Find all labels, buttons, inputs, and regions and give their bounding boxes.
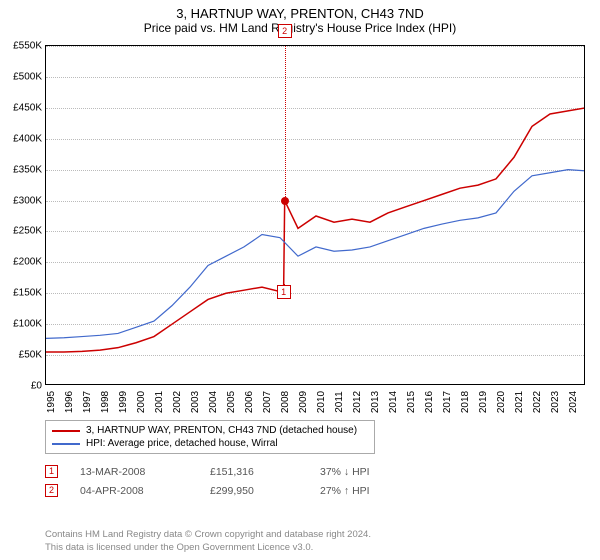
- x-axis-label: 2018: [460, 391, 471, 413]
- legend-swatch: [52, 430, 80, 432]
- x-axis-label: 2024: [568, 391, 579, 413]
- sale-price: £151,316: [210, 466, 320, 478]
- y-axis-label: £450K: [6, 102, 46, 113]
- sale-row: 1 13-MAR-2008£151,31637% ↓ HPI: [45, 462, 585, 481]
- legend-label: HPI: Average price, detached house, Wirr…: [86, 438, 278, 449]
- gridline: [46, 355, 584, 356]
- y-axis-label: £300K: [6, 195, 46, 206]
- y-axis-label: £150K: [6, 288, 46, 299]
- series-line: [46, 108, 584, 352]
- x-axis-label: 2017: [442, 391, 453, 413]
- sale-price: £299,950: [210, 485, 320, 497]
- y-axis-label: £250K: [6, 226, 46, 237]
- sale-marker-icon: 2: [45, 484, 58, 497]
- attribution: Contains HM Land Registry data © Crown c…: [45, 529, 371, 554]
- gridline: [46, 108, 584, 109]
- x-axis-label: 2015: [406, 391, 417, 413]
- y-axis-label: £200K: [6, 257, 46, 268]
- sale-date: 13-MAR-2008: [80, 466, 210, 478]
- y-axis-label: £550K: [6, 41, 46, 52]
- gridline: [46, 46, 584, 47]
- x-axis-label: 1995: [46, 391, 57, 413]
- x-axis-label: 2011: [334, 391, 345, 413]
- y-axis-label: £400K: [6, 133, 46, 144]
- x-axis-label: 2010: [316, 391, 327, 413]
- legend-item: 3, HARTNUP WAY, PRENTON, CH43 7ND (detac…: [52, 424, 368, 437]
- y-axis-label: £50K: [6, 350, 46, 361]
- gridline: [46, 324, 584, 325]
- chart-container: 3, HARTNUP WAY, PRENTON, CH43 7ND Price …: [0, 0, 600, 560]
- x-axis-label: 2001: [154, 391, 165, 413]
- marker-box: 1: [277, 285, 291, 299]
- x-axis-label: 2009: [298, 391, 309, 413]
- marker-vline: [285, 46, 286, 201]
- x-axis-label: 2019: [478, 391, 489, 413]
- x-axis-label: 1998: [100, 391, 111, 413]
- legend-swatch: [52, 443, 80, 445]
- x-axis-label: 2021: [514, 391, 525, 413]
- sale-diff: 27% ↑ HPI: [320, 485, 420, 497]
- gridline: [46, 231, 584, 232]
- x-axis-label: 2002: [172, 391, 183, 413]
- x-axis-label: 2020: [496, 391, 507, 413]
- gridline: [46, 77, 584, 78]
- x-axis-label: 2014: [388, 391, 399, 413]
- y-axis-label: £0: [6, 381, 46, 392]
- legend-item: HPI: Average price, detached house, Wirr…: [52, 437, 368, 450]
- legend-section: 3, HARTNUP WAY, PRENTON, CH43 7ND (detac…: [45, 420, 585, 500]
- chart-subtitle: Price paid vs. HM Land Registry's House …: [0, 21, 600, 39]
- legend-box: 3, HARTNUP WAY, PRENTON, CH43 7ND (detac…: [45, 420, 375, 454]
- x-axis-label: 1996: [64, 391, 75, 413]
- chart-title: 3, HARTNUP WAY, PRENTON, CH43 7ND: [0, 0, 600, 21]
- x-axis-label: 2006: [244, 391, 255, 413]
- sale-row: 2 04-APR-2008£299,95027% ↑ HPI: [45, 481, 585, 500]
- marker-dot: [281, 197, 289, 205]
- sales-table: 1 13-MAR-2008£151,31637% ↓ HPI 2 04-APR-200…: [45, 462, 585, 500]
- x-axis-label: 2013: [370, 391, 381, 413]
- x-axis-label: 2005: [226, 391, 237, 413]
- sale-marker-icon: 1: [45, 465, 58, 478]
- x-axis-label: 2007: [262, 391, 273, 413]
- x-axis-label: 2003: [190, 391, 201, 413]
- x-axis-label: 1999: [118, 391, 129, 413]
- plot-area: £0£50K£100K£150K£200K£250K£300K£350K£400…: [45, 45, 585, 385]
- x-axis-label: 1997: [82, 391, 93, 413]
- sale-diff: 37% ↓ HPI: [320, 466, 420, 478]
- series-svg: [46, 46, 584, 384]
- x-axis-label: 2023: [550, 391, 561, 413]
- attribution-line: Contains HM Land Registry data © Crown c…: [45, 529, 371, 541]
- x-axis-label: 2008: [280, 391, 291, 413]
- y-axis-label: £500K: [6, 71, 46, 82]
- gridline: [46, 293, 584, 294]
- x-axis-label: 2004: [208, 391, 219, 413]
- sale-date: 04-APR-2008: [80, 485, 210, 497]
- x-axis-label: 2016: [424, 391, 435, 413]
- legend-label: 3, HARTNUP WAY, PRENTON, CH43 7ND (detac…: [86, 425, 357, 436]
- marker-box: 2: [278, 24, 292, 38]
- attribution-line: This data is licensed under the Open Gov…: [45, 542, 371, 554]
- gridline: [46, 170, 584, 171]
- y-axis-label: £350K: [6, 164, 46, 175]
- gridline: [46, 262, 584, 263]
- x-axis-label: 2022: [532, 391, 543, 413]
- gridline: [46, 201, 584, 202]
- y-axis-label: £100K: [6, 319, 46, 330]
- series-line: [46, 170, 584, 339]
- x-axis-label: 2000: [136, 391, 147, 413]
- x-axis-label: 2012: [352, 391, 363, 413]
- gridline: [46, 139, 584, 140]
